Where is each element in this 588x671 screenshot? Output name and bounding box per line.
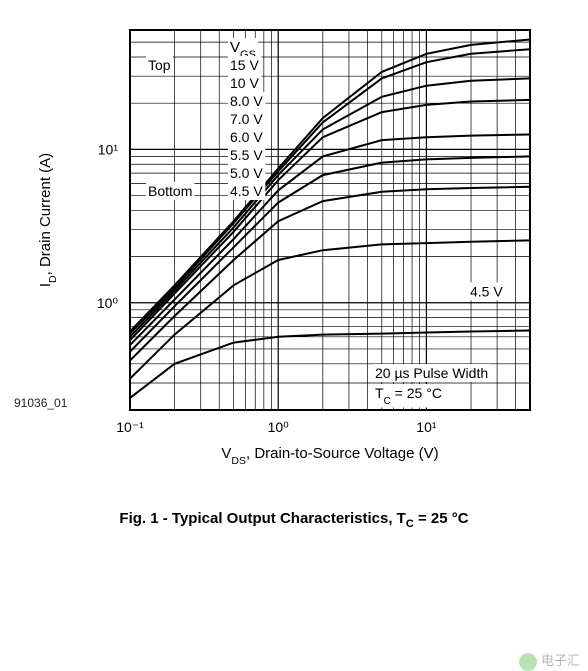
svg-text:4.5 V: 4.5 V: [470, 283, 503, 299]
svg-text:4.5 V: 4.5 V: [230, 183, 263, 199]
svg-text:VDS, Drain-to-Source Voltage (: VDS, Drain-to-Source Voltage (V): [221, 445, 438, 467]
figure-caption: Fig. 1 - Typical Output Characteristics,…: [10, 510, 578, 530]
svg-text:8.0 V: 8.0 V: [230, 93, 263, 109]
caption-suffix: = 25 °C: [414, 510, 469, 527]
svg-text:6.0 V: 6.0 V: [230, 129, 263, 145]
svg-text:10⁰: 10⁰: [268, 419, 290, 435]
svg-text:10⁰: 10⁰: [97, 295, 119, 311]
svg-text:10¹: 10¹: [416, 419, 437, 435]
watermark: 电子汇: [519, 650, 580, 671]
figure-reference-id: 91036_01: [14, 396, 67, 410]
svg-text:7.0 V: 7.0 V: [230, 111, 263, 127]
svg-text:5.0 V: 5.0 V: [230, 165, 263, 181]
svg-text:10⁻¹: 10⁻¹: [116, 419, 144, 435]
svg-text:10 V: 10 V: [230, 75, 259, 91]
svg-text:ID, Drain Current (A): ID, Drain Current (A): [37, 153, 59, 287]
svg-text:Top: Top: [148, 57, 171, 73]
caption-text: Fig. 1 - Typical Output Characteristics,…: [119, 510, 405, 527]
svg-text:20 µs Pulse Width: 20 µs Pulse Width: [375, 365, 488, 381]
figure-container: 10⁻¹ 10⁰ 10¹ 10⁰ 10¹ VDS, Drain-to-Source Vol…: [10, 10, 578, 480]
svg-text:Bottom: Bottom: [148, 183, 192, 199]
caption-sub: C: [406, 518, 414, 530]
output-characteristics-chart: 10⁻¹ 10⁰ 10¹ 10⁰ 10¹ VDS, Drain-to-Source Vol…: [10, 10, 578, 480]
svg-text:10¹: 10¹: [98, 141, 119, 157]
watermark-text: 电子汇: [541, 653, 580, 668]
svg-text:5.5 V: 5.5 V: [230, 147, 263, 163]
svg-text:15 V: 15 V: [230, 57, 259, 73]
wechat-icon: [519, 653, 537, 671]
